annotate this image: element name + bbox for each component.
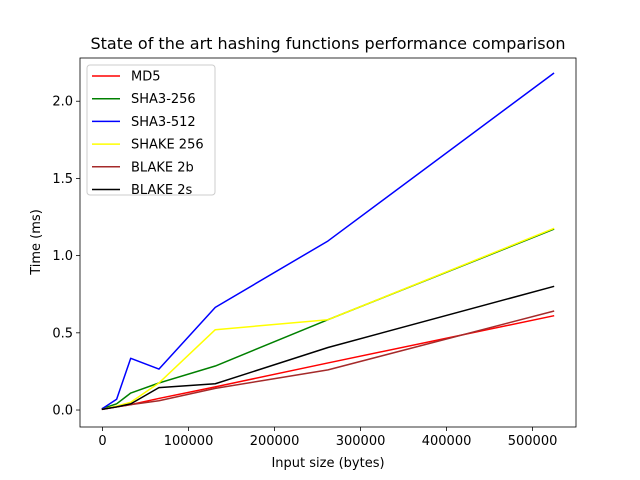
- legend-frame: [86, 64, 216, 196]
- y-tick-label: 0.5: [52, 326, 73, 341]
- y-axis-label: Time (ms): [29, 209, 44, 276]
- plot-frame: [79, 57, 577, 428]
- series-layer: [101, 72, 555, 411]
- x-tick-label: 400000: [422, 434, 472, 449]
- x-tick-label: 0: [98, 434, 106, 449]
- legend-label: SHA3-256: [131, 92, 196, 107]
- series-line-2: [101, 72, 555, 410]
- y-tick-label: 2.0: [52, 95, 73, 110]
- y-tick-label: 1.0: [52, 249, 73, 264]
- x-tick-label: 100000: [164, 434, 214, 449]
- y-tick-label: 0.0: [52, 404, 73, 419]
- axes-layer: 0 100000 200000 300000 400000 500000 0.0 0.5 1.0…: [52, 57, 577, 449]
- x-axis-label: Input size (bytes): [271, 456, 384, 471]
- legend-label: MD5: [131, 70, 161, 85]
- legend-label: BLAKE 2b: [131, 160, 194, 175]
- y-tick-label: 1.5: [52, 172, 73, 187]
- chart-title: State of the art hashing functions perfo…: [90, 34, 565, 53]
- legend-label: BLAKE 2s: [131, 183, 192, 198]
- legend: MD5 SHA3-256 SHA3-512 SHAKE 256 BLAKE 2b BLAK…: [86, 64, 216, 198]
- x-tick-label: 300000: [336, 434, 386, 449]
- series-line-3: [101, 227, 555, 411]
- x-tick-label: 200000: [250, 434, 300, 449]
- x-tick-label: 500000: [508, 434, 558, 449]
- legend-label: SHA3-512: [131, 115, 196, 130]
- series-line-5: [101, 285, 555, 411]
- legend-label: SHAKE 256: [131, 138, 204, 153]
